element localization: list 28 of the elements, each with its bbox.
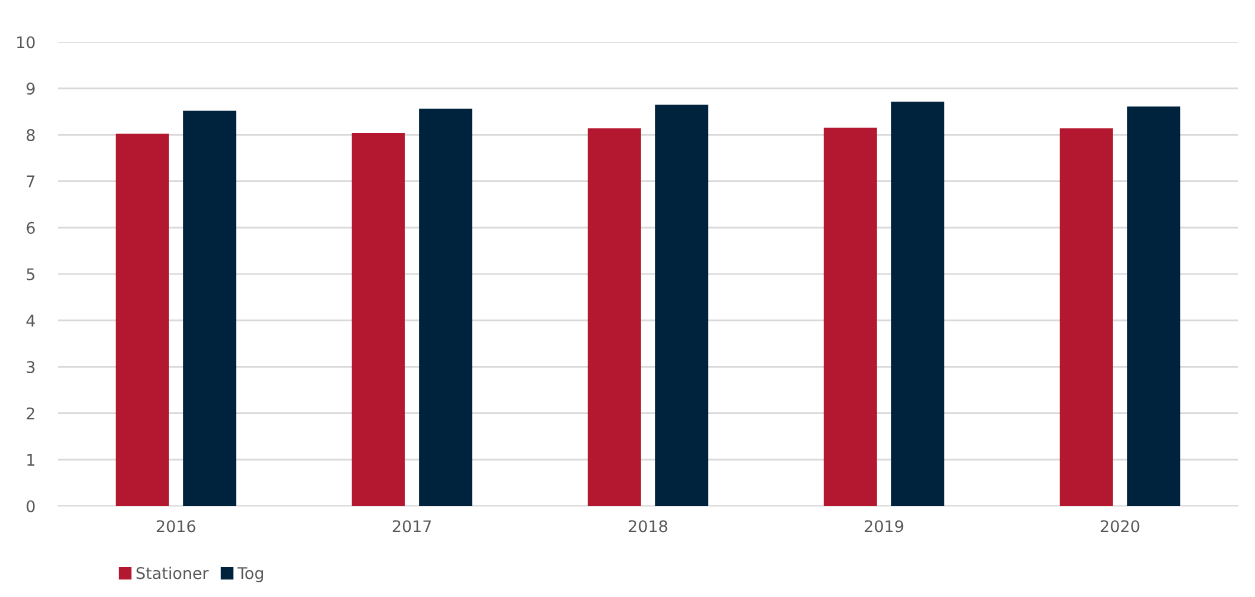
bar <box>823 127 877 506</box>
y-tick-label: 1 <box>27 454 35 466</box>
legend-label: Tog <box>237 567 263 583</box>
x-tick-label: 2019 <box>864 520 904 533</box>
x-tick-label: 2018 <box>628 520 668 533</box>
bar <box>183 110 237 506</box>
y-tick-label: 8 <box>26 129 35 142</box>
bar <box>1059 128 1113 506</box>
y-tick-label: 6 <box>26 221 35 234</box>
bar <box>1127 106 1181 506</box>
legend-label: Stationer <box>136 566 209 580</box>
bar <box>419 108 473 506</box>
bar <box>655 104 709 506</box>
y-tick-label: 2 <box>26 407 35 420</box>
y-tick-label: 0 <box>26 500 35 513</box>
y-tick-label: 4 <box>26 314 35 327</box>
bar <box>351 132 405 506</box>
bar <box>891 101 945 506</box>
bar <box>115 133 169 506</box>
y-tick-label: 3 <box>26 361 35 374</box>
y-tick-label: 9 <box>26 82 35 95</box>
x-tick-label: 2016 <box>156 520 196 533</box>
x-tick-label: 2020 <box>1100 520 1140 533</box>
y-tick-label: 7 <box>26 175 35 188</box>
x-tick-label: 2017 <box>392 520 431 533</box>
bar <box>587 128 641 506</box>
y-tick-label: 5 <box>26 268 35 281</box>
y-tick-label: 10 <box>17 36 35 49</box>
